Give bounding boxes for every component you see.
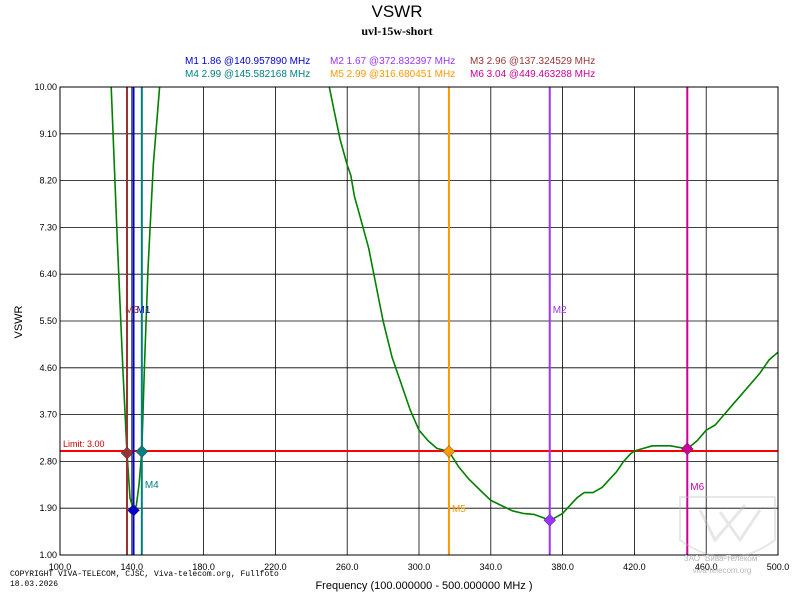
x-tick-labels: 100.0 140.0 180.0 220.0 260.0 300.0 340.0 380.0…: [49, 562, 790, 572]
watermark-company: ЗАО "Вива-Телеком": [684, 554, 761, 563]
y-tick-label: 8.20: [39, 176, 57, 186]
marker-lines: [125, 87, 689, 555]
y-tick-label: 2.80: [39, 456, 57, 466]
marker-label-m3: M3: [125, 305, 139, 316]
series-line-vswr: [110, 86, 161, 512]
watermark-url: viva-telecom.org: [693, 566, 752, 575]
y-tick-label: 10.00: [34, 82, 57, 92]
x-tick-label: 340.0: [480, 562, 503, 572]
readout-m6: M6 3.04 @449.463288 MHz: [470, 69, 595, 80]
marker-label-m4: M4: [145, 480, 159, 491]
marker-label-m1: M1: [137, 305, 151, 316]
x-tick-label: 260.0: [336, 562, 359, 572]
chart-subtitle: uvl-15w-short: [361, 24, 432, 38]
readout-m2: M2 1.67 @372.832397 MHz: [330, 56, 455, 67]
y-tick-label: 4.60: [39, 363, 57, 373]
x-tick-label: 420.0: [623, 562, 646, 572]
marker-label-m2: M2: [553, 305, 567, 316]
x-tick-label: 460.0: [695, 562, 718, 572]
chart-title: VSWR: [372, 2, 423, 21]
x-tick-label: 500.0: [767, 562, 790, 572]
limit-label: Limit: 3.00: [63, 439, 105, 449]
x-tick-label: 300.0: [408, 562, 431, 572]
limit-line-group: Limit: 3.00: [60, 439, 778, 452]
readout-m3: M3 2.96 @137.324529 MHz: [470, 56, 595, 67]
marker-label-m5: M5: [452, 504, 466, 515]
marker-point-m2: [543, 513, 557, 527]
y-tick-labels: 1.00 1.90 2.80 3.70 4.60 5.50 6.40 7.30 8.20 9.10…: [34, 82, 57, 560]
x-tick-label: 380.0: [551, 562, 574, 572]
marker-readouts: M1 1.86 @140.957890 MHz M2 1.67 @372.8323…: [185, 56, 595, 80]
marker-point-m6: [680, 442, 694, 456]
copyright-text: COPYRIGHT VIVA-TELECOM, CJSC, Viva-telec…: [10, 570, 279, 579]
y-tick-label: 1.90: [39, 503, 57, 513]
y-axis-label: VSWR: [13, 305, 25, 338]
plot-frame: [59, 86, 779, 556]
y-tick-label: 3.70: [39, 410, 57, 420]
readout-m5: M5 2.99 @316.680451 MHz: [330, 69, 455, 80]
marker-label-m6: M6: [690, 482, 704, 493]
x-tick-label: 220.0: [264, 562, 287, 572]
watermark-logo: [679, 496, 776, 559]
readout-m4: M4 2.99 @145.582168 MHz: [185, 69, 310, 80]
x-tick-label: 140.0: [121, 562, 144, 572]
y-tick-label: 1.00: [39, 550, 57, 560]
date-text: 18.03.2026: [10, 580, 58, 589]
marker-point-m5: [442, 445, 456, 458]
x-tick-label: 180.0: [192, 562, 215, 572]
y-tick-label: 5.50: [39, 316, 57, 326]
marker-point-m3: [120, 446, 134, 460]
grid: [60, 87, 778, 555]
y-tick-label: 9.10: [39, 129, 57, 139]
readout-m1: M1 1.86 @140.957890 MHz: [185, 56, 310, 67]
x-axis-label: Frequency (100.000000 - 500.000000 MHz ): [315, 580, 532, 592]
y-tick-label: 6.40: [39, 269, 57, 279]
marker-point-m1: [127, 503, 140, 517]
x-tick-label: 100.0: [49, 562, 72, 572]
y-tick-label: 7.30: [39, 222, 57, 232]
marker-points: M1 M2 M3 M4 M5 M6: [120, 305, 705, 527]
marker-point-m4: [135, 445, 149, 458]
